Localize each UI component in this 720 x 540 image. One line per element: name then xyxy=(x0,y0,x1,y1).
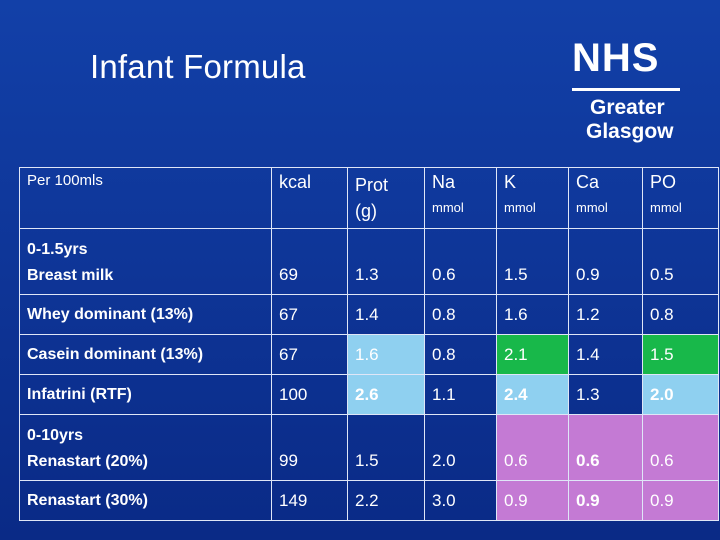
row-label: Renastart (30%) xyxy=(19,480,272,521)
group-label: 0-10yrs xyxy=(27,427,84,444)
cell-po: 0.8 xyxy=(642,294,719,335)
cell-po: 0.6 xyxy=(642,414,719,481)
logo-line-2: Glasgow xyxy=(586,120,674,143)
cell-k: 1.6 xyxy=(496,294,569,335)
row-label: 0-10yrs Renastart (20%) xyxy=(19,414,272,481)
cell-prot: 1.4 xyxy=(347,294,425,335)
cell-kcal: 100 xyxy=(271,374,348,415)
cell-k: 2.1 xyxy=(496,334,569,375)
slide-title: Infant Formula xyxy=(90,48,306,85)
cell-ca: 0.9 xyxy=(568,480,643,521)
table-row: Infatrini (RTF) 100 2.6 1.1 2.4 1.3 2.0 xyxy=(19,374,719,415)
cell-na: 0.8 xyxy=(424,334,497,375)
cell-prot: 2.2 xyxy=(347,480,425,521)
header-prot: Prot (g) xyxy=(347,167,425,229)
cell-ca: 0.6 xyxy=(568,414,643,481)
table-header-row: Per 100mls kcal Prot (g) Na mmol K mmol … xyxy=(19,167,719,229)
group-label: 0-1.5yrs xyxy=(27,241,88,258)
cell-kcal: 149 xyxy=(271,480,348,521)
cell-prot: 1.3 xyxy=(347,228,425,295)
header-na: Na mmol xyxy=(424,167,497,229)
row-label: Casein dominant (13%) xyxy=(19,334,272,375)
cell-na: 0.6 xyxy=(424,228,497,295)
row-label: Whey dominant (13%) xyxy=(19,294,272,335)
cell-prot: 1.6 xyxy=(347,334,425,375)
header-k: K mmol xyxy=(496,167,569,229)
cell-prot: 2.6 xyxy=(347,374,425,415)
formula-table: Per 100mls kcal Prot (g) Na mmol K mmol … xyxy=(19,167,719,521)
cell-na: 1.1 xyxy=(424,374,497,415)
logo-line-1: Greater xyxy=(590,96,665,119)
cell-ca: 1.4 xyxy=(568,334,643,375)
header-kcal: kcal xyxy=(271,167,348,229)
row-label: 0-1.5yrs Breast milk xyxy=(19,228,272,295)
cell-ca: 1.2 xyxy=(568,294,643,335)
cell-po: 2.0 xyxy=(642,374,719,415)
cell-kcal: 99 xyxy=(271,414,348,481)
cell-kcal: 67 xyxy=(271,294,348,335)
table-row: Whey dominant (13%) 67 1.4 0.8 1.6 1.2 0… xyxy=(19,294,719,335)
table-row: 0-1.5yrs Breast milk 69 1.3 0.6 1.5 0.9 … xyxy=(19,228,719,295)
table-row: Casein dominant (13%) 67 1.6 0.8 2.1 1.4… xyxy=(19,334,719,375)
table-row: Renastart (30%) 149 2.2 3.0 0.9 0.9 0.9 xyxy=(19,480,719,521)
logo-org: NHS xyxy=(572,36,660,80)
cell-po: 0.5 xyxy=(642,228,719,295)
row-label: Infatrini (RTF) xyxy=(19,374,272,415)
cell-k: 1.5 xyxy=(496,228,569,295)
cell-na: 0.8 xyxy=(424,294,497,335)
cell-k: 0.9 xyxy=(496,480,569,521)
cell-na: 2.0 xyxy=(424,414,497,481)
cell-k: 0.6 xyxy=(496,414,569,481)
cell-po: 0.9 xyxy=(642,480,719,521)
header-per-100mls: Per 100mls xyxy=(19,167,272,229)
nhs-logo: NHS Greater Glasgow xyxy=(566,36,686,148)
header-ca: Ca mmol xyxy=(568,167,643,229)
header-po: PO mmol xyxy=(642,167,719,229)
cell-k: 2.4 xyxy=(496,374,569,415)
cell-kcal: 69 xyxy=(271,228,348,295)
cell-po: 1.5 xyxy=(642,334,719,375)
cell-ca: 1.3 xyxy=(568,374,643,415)
table-row: 0-10yrs Renastart (20%) 99 1.5 2.0 0.6 0… xyxy=(19,414,719,481)
cell-kcal: 67 xyxy=(271,334,348,375)
cell-ca: 0.9 xyxy=(568,228,643,295)
cell-prot: 1.5 xyxy=(347,414,425,481)
logo-divider xyxy=(572,88,680,91)
cell-na: 3.0 xyxy=(424,480,497,521)
